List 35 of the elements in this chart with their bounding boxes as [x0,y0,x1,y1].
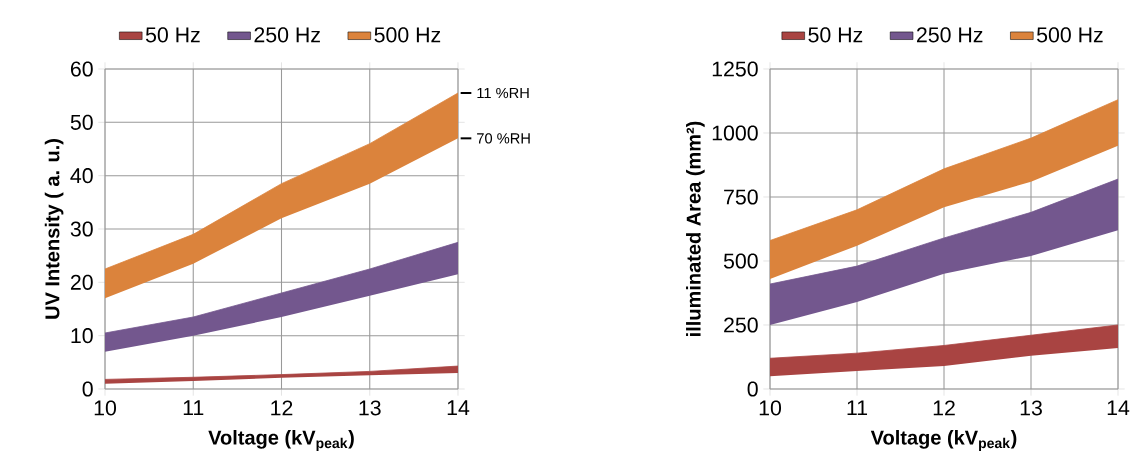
x-tick-label: 11 [847,400,868,416]
legend-label: 500 Hz [1037,27,1103,43]
x-tick-label: 10 [94,400,117,416]
y-tick-label: 0 [82,381,93,397]
legend-label: 50 Hz [145,27,200,43]
y-tick-label: 1000 [712,125,758,141]
y-axis-title: illuminated Area (mm²) [686,121,705,336]
x-tick-label: 12 [271,400,293,416]
y-tick-label: 1250 [712,61,758,77]
y-axis-title: UV Intensity ( a. u.) [44,139,64,319]
legend-label: 250 Hz [916,27,983,43]
x-tick-label: 10 [759,400,782,416]
y-tick-label: 60 [70,61,93,77]
y-tick-label: 50 [70,114,93,130]
x-tick-label: 13 [1020,400,1042,416]
y-tick-label: 20 [70,274,93,290]
annotation: 11 %RH [477,87,529,99]
legend-label: 500 Hz [374,27,441,43]
x-axis-title: Voltage (kV$_{peak}$) [870,429,1017,451]
x-tick-label: 14 [1107,400,1130,416]
annotation: 70 %RH [477,133,530,144]
x-tick-label: 11 [183,400,204,416]
y-tick-label: 750 [724,189,758,205]
x-tick-label: 14 [447,400,470,416]
legend-label: 250 Hz [254,27,320,43]
y-tick-label: 0 [747,381,758,397]
x-tick-label: 12 [933,400,955,416]
legend-label: 50 Hz [808,27,863,43]
x-tick-label: 13 [359,400,381,416]
y-tick-label: 500 [723,253,758,269]
y-tick-label: 10 [71,328,93,344]
y-tick-label: 250 [724,317,758,333]
x-axis-title: Voltage (kV$_{peak}$) [208,429,354,451]
y-tick-label: 40 [70,168,93,184]
y-tick-label: 30 [70,221,93,237]
